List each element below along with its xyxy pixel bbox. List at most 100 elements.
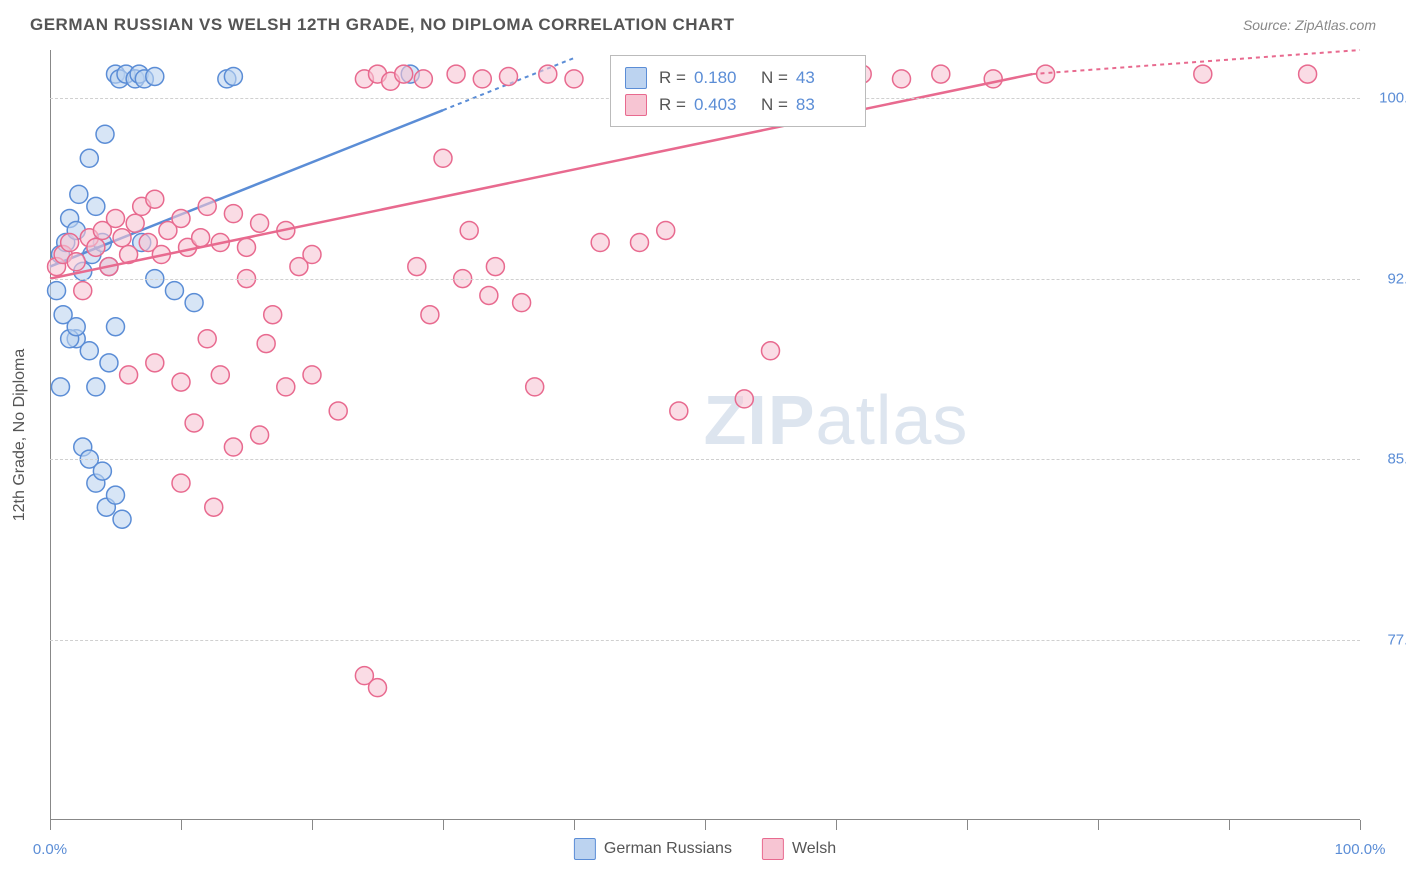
x-tick: [443, 820, 444, 830]
scatter-point: [224, 67, 242, 85]
stat-n-label-0: N =: [761, 64, 788, 91]
scatter-point: [539, 65, 557, 83]
plot-area: ZIPatlas 77.5%85.0%92.5%100.0%0.0%100.0%: [50, 50, 1360, 820]
scatter-point: [224, 438, 242, 456]
scatter-point: [146, 354, 164, 372]
y-tick-label: 92.5%: [1370, 270, 1406, 287]
scatter-point: [657, 221, 675, 239]
scatter-point: [369, 679, 387, 697]
scatter-point: [500, 67, 518, 85]
scatter-point: [146, 67, 164, 85]
stat-r-label-0: R =: [659, 64, 686, 91]
scatter-point: [107, 209, 125, 227]
scatter-point: [185, 294, 203, 312]
scatter-point: [932, 65, 950, 83]
y-tick-label: 77.5%: [1370, 631, 1406, 648]
scatter-point: [224, 205, 242, 223]
scatter-point: [67, 253, 85, 271]
bottom-legend-swatch-1: [762, 838, 784, 860]
scatter-point: [251, 426, 269, 444]
scatter-point: [80, 342, 98, 360]
y-gridline: [50, 459, 1360, 460]
scatter-point: [205, 498, 223, 516]
scatter-point: [107, 486, 125, 504]
bottom-legend-label-1: Welsh: [792, 840, 836, 858]
scatter-point: [257, 335, 275, 353]
scatter-point: [74, 282, 92, 300]
x-tick: [1098, 820, 1099, 830]
scatter-point: [670, 402, 688, 420]
chart-source: Source: ZipAtlas.com: [1243, 17, 1376, 33]
scatter-point: [264, 306, 282, 324]
y-gridline: [50, 640, 1360, 641]
scatter-point: [513, 294, 531, 312]
stat-r-value-0: 0.180: [694, 64, 749, 91]
bottom-legend-item-0: German Russians: [574, 838, 732, 860]
scatter-point: [395, 65, 413, 83]
stat-r-label-1: R =: [659, 91, 686, 118]
scatter-point: [238, 238, 256, 256]
scatter-point: [107, 318, 125, 336]
scatter-point: [303, 366, 321, 384]
scatter-point: [67, 318, 85, 336]
scatter-point: [211, 366, 229, 384]
x-tick: [312, 820, 313, 830]
scatter-point: [591, 234, 609, 252]
scatter-point: [408, 258, 426, 276]
scatter-point: [113, 510, 131, 528]
scatter-point: [80, 149, 98, 167]
chart-container: 12th Grade, No Diploma ZIPatlas 77.5%85.…: [50, 50, 1360, 820]
legend-swatch-1: [625, 94, 647, 116]
y-tick-label: 100.0%: [1370, 90, 1406, 107]
scatter-point: [185, 414, 203, 432]
y-axis-title: 12th Grade, No Diploma: [11, 349, 29, 522]
chart-title: GERMAN RUSSIAN VS WELSH 12TH GRADE, NO D…: [30, 15, 734, 35]
scatter-point: [96, 125, 114, 143]
scatter-point: [192, 229, 210, 247]
scatter-point: [51, 378, 69, 396]
y-tick-label: 85.0%: [1370, 451, 1406, 468]
scatter-point: [113, 229, 131, 247]
scatter-point: [198, 197, 216, 215]
legend-row-1: R = 0.403 N = 83: [625, 91, 851, 118]
x-tick: [574, 820, 575, 830]
scatter-point: [434, 149, 452, 167]
scatter-point: [480, 286, 498, 304]
scatter-point: [277, 378, 295, 396]
scatter-point: [421, 306, 439, 324]
x-tick: [50, 820, 51, 830]
scatter-point: [1037, 65, 1055, 83]
scatter-point: [172, 209, 190, 227]
scatter-point: [460, 221, 478, 239]
scatter-point: [526, 378, 544, 396]
legend-row-0: R = 0.180 N = 43: [625, 64, 851, 91]
scatter-point: [120, 366, 138, 384]
trend-line: [50, 74, 1033, 279]
scatter-point: [165, 282, 183, 300]
x-tick: [181, 820, 182, 830]
x-tick: [1360, 820, 1361, 830]
scatter-point: [87, 197, 105, 215]
scatter-point: [473, 70, 491, 88]
y-gridline: [50, 279, 1360, 280]
x-tick: [836, 820, 837, 830]
x-tick-label: 100.0%: [1335, 841, 1386, 858]
scatter-point: [70, 185, 88, 203]
scatter-point: [762, 342, 780, 360]
scatter-point: [172, 373, 190, 391]
scatter-point: [329, 402, 347, 420]
x-tick: [705, 820, 706, 830]
scatter-point: [48, 282, 66, 300]
scatter-point: [61, 234, 79, 252]
scatter-point: [447, 65, 465, 83]
scatter-point: [1299, 65, 1317, 83]
scatter-point: [631, 234, 649, 252]
bottom-legend-label-0: German Russians: [604, 840, 732, 858]
x-tick: [967, 820, 968, 830]
scatter-point: [251, 214, 269, 232]
bottom-legend-swatch-0: [574, 838, 596, 860]
scatter-point: [893, 70, 911, 88]
scatter-point: [87, 238, 105, 256]
scatter-point: [984, 70, 1002, 88]
scatter-point: [198, 330, 216, 348]
